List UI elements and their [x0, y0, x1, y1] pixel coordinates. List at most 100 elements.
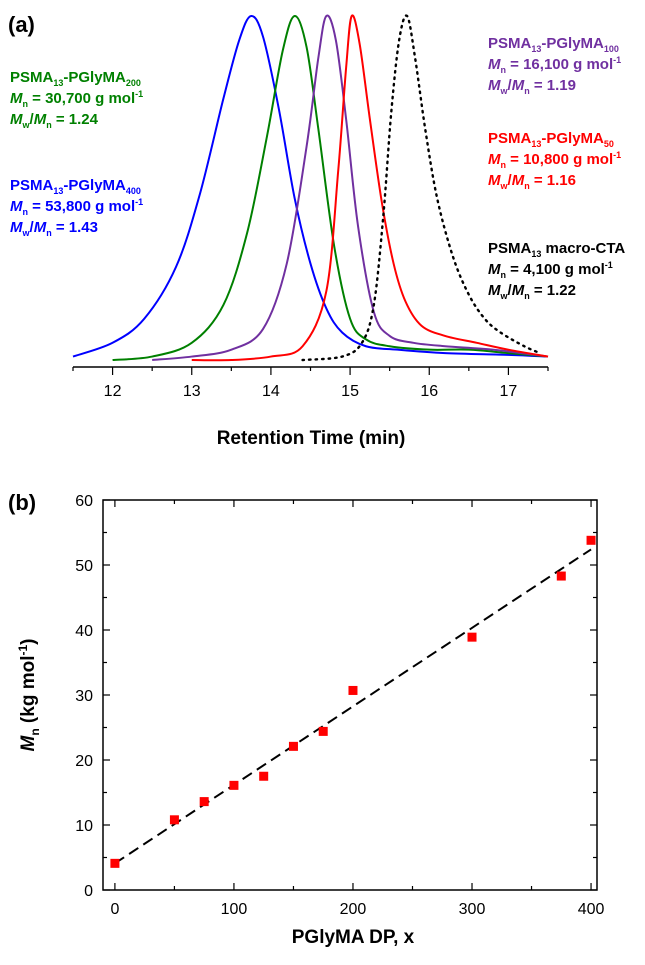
text-run: 13 — [53, 78, 63, 88]
trace-psma13-pglyma100 — [152, 14, 549, 361]
text-run: n — [23, 99, 29, 109]
text-run: PSMA — [10, 177, 54, 194]
data-point — [586, 535, 596, 545]
x-tick-label: 13 — [183, 383, 201, 400]
x-tick-label: 17 — [500, 383, 518, 400]
panel-a-chromatogram: (a) 12 13 14 15 16 17 Retention Time (min) PS… — [8, 12, 625, 449]
x-tick-label: 100 — [221, 901, 248, 918]
annotation-line: Mn = 16,100 g mol-1 — [488, 55, 621, 75]
text-run: w — [22, 228, 31, 238]
trace-psma13-pglyma50 — [191, 14, 549, 362]
text-run: PSMA — [488, 240, 532, 257]
text-run: PSMA — [488, 35, 532, 52]
text-run: = 53,800 g mol — [28, 198, 135, 215]
text-run: = 10,800 g mol — [506, 151, 613, 168]
text-run: M — [488, 261, 501, 278]
panel-b-scatter: (b) 0 100 200 300 400 0 10 20 30 40 50 60 PGlyMA DP… — [8, 490, 604, 948]
annotation-line: Mn = 30,700 g mol-1 — [10, 89, 143, 109]
annotation-line: Mw/Mn = 1.24 — [10, 111, 99, 130]
trace-psma13-pglyma400 — [72, 15, 549, 358]
x-tick-label: 15 — [341, 383, 359, 400]
linear-fit-line — [114, 548, 592, 865]
annotation-line: Mw/Mn = 1.19 — [488, 77, 576, 96]
text-run: / — [508, 172, 513, 189]
text-run: -PGlyMA — [541, 130, 604, 147]
text-run: -1 — [135, 197, 143, 207]
y-tick-label: 0 — [84, 883, 93, 900]
text-run: M — [512, 172, 525, 189]
x-axis-ticks: 12 13 14 15 16 17 — [72, 367, 549, 400]
data-point — [467, 632, 477, 642]
text-run: M — [488, 172, 501, 189]
data-point — [229, 780, 239, 790]
text-run: / — [30, 219, 35, 236]
text-run: w — [22, 120, 31, 130]
x-axis-title: PGlyMA DP, x — [292, 927, 415, 948]
text-run: / — [30, 111, 35, 128]
text-run: 13 — [53, 186, 63, 196]
trace-psma13-pglyma200 — [112, 15, 549, 361]
text-run: 13 — [531, 44, 541, 54]
text-run: -1 — [613, 55, 621, 65]
text-run: M — [512, 77, 525, 94]
annotation-line: Mw/Mn = 1.22 — [488, 282, 576, 301]
gpc-traces — [72, 14, 549, 362]
text-run: = 1.24 — [52, 111, 99, 128]
text-run: w — [500, 181, 509, 191]
text-run: 100 — [604, 44, 619, 54]
text-run: = 16,100 g mol — [506, 56, 613, 73]
text-run: 13 — [531, 249, 541, 259]
text-run: 13 — [531, 139, 541, 149]
text-run: = 4,100 g mol — [506, 261, 605, 278]
x-tick-label: 12 — [104, 383, 122, 400]
x-axis-title: Retention Time (min) — [217, 428, 406, 449]
text-run: PSMA — [10, 69, 54, 86]
text-run: n — [524, 291, 530, 301]
text-run: n — [46, 120, 52, 130]
text-run: n — [28, 728, 42, 735]
annotation-line: Mn = 4,100 g mol-1 — [488, 260, 613, 280]
x-tick-label: 16 — [420, 383, 438, 400]
y-tick-label: 10 — [75, 818, 93, 835]
y-tick-label: 40 — [75, 623, 93, 640]
data-point — [110, 858, 120, 868]
text-run: w — [500, 291, 509, 301]
axis-ticks: 0 100 200 300 400 0 10 20 30 40 50 60 — [75, 493, 604, 918]
y-tick-label: 50 — [75, 558, 93, 575]
text-run: -1 — [16, 644, 30, 655]
text-run: M — [34, 219, 47, 236]
text-run: n — [524, 181, 530, 191]
text-run: M — [10, 219, 23, 236]
text-run: M — [18, 735, 39, 752]
text-run: = 1.43 — [52, 219, 98, 236]
x-tick-label: 200 — [340, 901, 367, 918]
annotation-line: PSMA13-PGlyMA100 — [488, 35, 619, 54]
data-point — [348, 685, 358, 695]
text-run: M — [488, 77, 501, 94]
text-run: = 1.16 — [530, 172, 576, 189]
text-run: M — [488, 282, 501, 299]
data-points — [110, 535, 596, 868]
annotation-line: PSMA13-PGlyMA200 — [10, 69, 141, 88]
text-run: -PGlyMA — [63, 177, 126, 194]
text-run: -1 — [135, 89, 143, 99]
text-run: = 1.22 — [530, 282, 576, 299]
plot-frame — [102, 499, 598, 891]
text-run: / — [508, 282, 513, 299]
text-run: M — [34, 111, 47, 128]
text-run: / — [508, 77, 513, 94]
text-run: M — [10, 111, 23, 128]
text-run: M — [10, 198, 23, 215]
text-run: -PGlyMA — [63, 69, 126, 86]
text-run: 200 — [126, 78, 141, 88]
annotation-line: PSMA13 macro-CTA — [488, 240, 625, 259]
text-run: -1 — [605, 260, 613, 270]
text-run: = 1.19 — [530, 77, 576, 94]
y-axis-title: Mn (kg mol-1) — [16, 638, 42, 751]
text-run: PSMA — [488, 130, 532, 147]
text-run: M — [488, 56, 501, 73]
y-tick-label: 60 — [75, 493, 93, 510]
y-tick-label: 20 — [75, 753, 93, 770]
text-run: M — [488, 151, 501, 168]
text-run: n — [524, 86, 530, 96]
